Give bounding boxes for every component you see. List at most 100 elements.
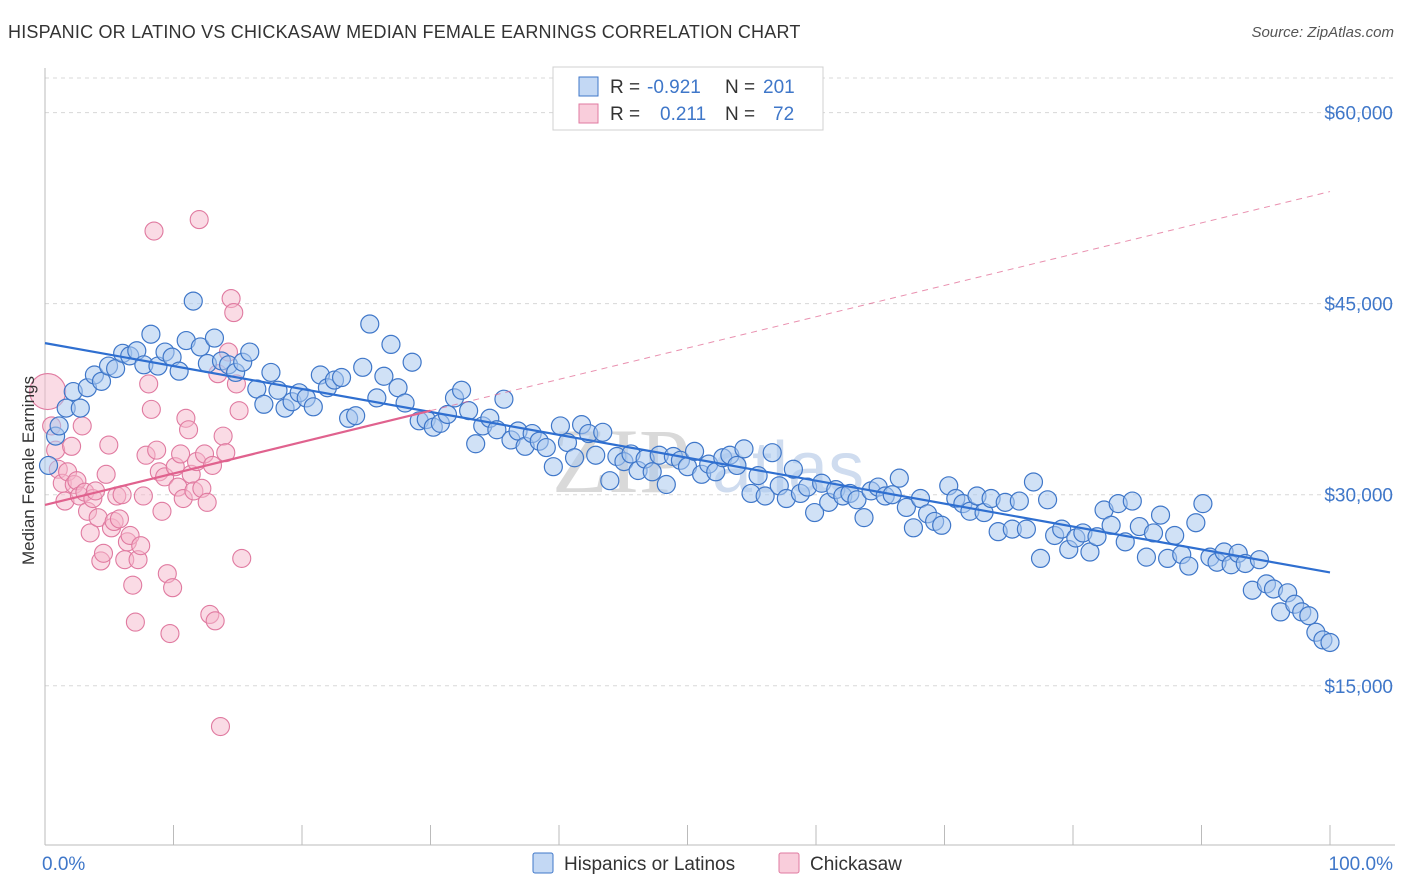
hispanic-point-121 xyxy=(889,468,909,488)
chickasaw-point-70 xyxy=(229,401,249,421)
y-axis-label: Median Female Earnings xyxy=(19,376,38,565)
hispanic-point-15 xyxy=(141,324,161,344)
chickasaw-point-58 xyxy=(197,492,217,512)
x-tick-label-1: 100.0% xyxy=(1329,854,1394,875)
hispanic-trend-line xyxy=(44,342,1331,574)
hispanic-point-29 xyxy=(240,342,260,362)
bottom-legend-swatch-hispanic xyxy=(532,852,554,874)
hispanic-point-22 xyxy=(190,337,210,357)
chickasaw-point-14 xyxy=(80,523,100,543)
chickasaw-point-64 xyxy=(213,426,233,446)
chickasaw-point-61 xyxy=(205,611,225,631)
hispanic-point-141 xyxy=(1030,548,1051,569)
hispanic-point-158 xyxy=(1150,505,1171,525)
y-tick-label-2: $45,000 xyxy=(1324,295,1393,316)
chickasaw-point-39 xyxy=(147,440,167,460)
hispanic-point-38 xyxy=(303,397,323,417)
chickasaw-point-68 xyxy=(224,303,244,323)
chickasaw-point-19 xyxy=(93,543,114,563)
chickasaw-point-34 xyxy=(133,486,153,506)
hispanic-point-48 xyxy=(374,366,394,386)
x-tick-label-0: 0.0% xyxy=(42,854,85,875)
hispanic-point-102 xyxy=(755,486,775,506)
chickasaw-point-20 xyxy=(96,464,116,484)
hispanic-point-92 xyxy=(684,441,705,462)
hispanic-point-142 xyxy=(1037,490,1058,510)
hispanic-point-72 xyxy=(543,457,563,477)
legend-n-value-pink: 72 xyxy=(773,104,794,125)
hispanic-point-21 xyxy=(183,291,203,311)
hispanic-point-99 xyxy=(734,439,754,459)
hispanic-point-103 xyxy=(762,443,782,463)
legend: R = -0.921 N = 201 R = 0.211 N = 72 xyxy=(552,66,824,131)
hispanic-point-116 xyxy=(854,508,874,528)
chickasaw-point-36 xyxy=(139,374,159,394)
hispanic-point-139 xyxy=(1016,519,1037,539)
chickasaw-point-44 xyxy=(160,624,180,644)
hispanic-point-24 xyxy=(204,328,225,348)
chickasaw-points xyxy=(29,210,252,737)
hispanic-point-49 xyxy=(381,334,401,355)
hispanic-point-42 xyxy=(331,367,352,388)
chickasaw-point-41 xyxy=(152,501,172,521)
hispanic-point-5 xyxy=(70,398,90,418)
hispanic-point-127 xyxy=(932,515,952,535)
trend-lines xyxy=(44,191,1331,574)
y-tick-label-0: $15,000 xyxy=(1324,677,1393,698)
chickasaw-point-25 xyxy=(109,509,129,529)
hispanic-point-78 xyxy=(586,445,606,465)
hispanic-point-109 xyxy=(804,502,825,523)
hispanic-point-79 xyxy=(593,422,613,442)
hispanic-point-154 xyxy=(1122,491,1142,511)
hispanic-point-31 xyxy=(254,394,274,414)
bottom-legend-hispanic: Hispanics or Latinos xyxy=(564,854,735,875)
chickasaw-point-63 xyxy=(210,716,231,737)
hispanic-point-123 xyxy=(903,518,924,538)
chickasaw-point-7 xyxy=(62,436,82,456)
hispanic-point-182 xyxy=(1320,632,1340,653)
legend-swatch-blue xyxy=(578,76,599,97)
chickasaw-point-51 xyxy=(179,420,199,440)
y-tick-labels: $15,000 $30,000 $45,000 $60,000 xyxy=(1324,104,1393,698)
chart-title: HISPANIC OR LATINO VS CHICKASAW MEDIAN F… xyxy=(8,22,801,42)
hispanic-point-65 xyxy=(494,389,514,409)
legend-r-value-pink: 0.211 xyxy=(660,104,706,125)
hispanic-point-156 xyxy=(1136,547,1157,567)
legend-n-label-pink: N = xyxy=(725,104,755,125)
hispanic-point-71 xyxy=(536,437,556,458)
legend-n-label-blue: N = xyxy=(725,77,755,98)
hispanic-point-59 xyxy=(451,380,472,400)
chickasaw-point-31 xyxy=(125,612,145,632)
hispanic-point-138 xyxy=(1009,491,1029,511)
legend-r-value-blue: -0.921 xyxy=(647,77,701,98)
hispanic-point-88 xyxy=(656,474,676,495)
bottom-legend-chickasaw: Chickasaw xyxy=(810,854,902,875)
chickasaw-point-45 xyxy=(163,578,183,598)
chickasaw-point-21 xyxy=(99,435,119,455)
hispanic-point-0 xyxy=(38,455,59,476)
x-tick-labels: 0.0% 100.0% xyxy=(42,854,1393,875)
hispanic-point-162 xyxy=(1179,556,1199,576)
hispanic-point-32 xyxy=(261,362,281,383)
legend-n-value-blue: 201 xyxy=(763,77,795,98)
hispanic-point-163 xyxy=(1186,513,1206,533)
hispanic-point-106 xyxy=(783,459,804,479)
hispanic-point-179 xyxy=(1299,606,1319,626)
hispanic-point-61 xyxy=(466,434,486,454)
chickasaw-point-38 xyxy=(144,221,164,241)
chickasaw-point-71 xyxy=(232,548,252,568)
y-tick-label-3: $60,000 xyxy=(1324,104,1393,125)
chickasaw-trend-extension xyxy=(430,191,1331,412)
hispanic-point-75 xyxy=(564,448,585,468)
hispanic-point-45 xyxy=(353,357,373,377)
grid-lines xyxy=(45,77,1395,687)
hispanic-point-2 xyxy=(49,416,69,436)
hispanic-point-160 xyxy=(1165,525,1185,546)
hispanic-point-52 xyxy=(402,352,422,372)
hispanic-point-44 xyxy=(346,406,366,426)
hispanic-point-46 xyxy=(360,314,380,334)
legend-r-label-blue: R = xyxy=(610,77,640,98)
chickasaw-point-37 xyxy=(141,399,161,419)
chickasaw-point-48 xyxy=(171,444,191,464)
hispanic-point-164 xyxy=(1193,494,1213,514)
